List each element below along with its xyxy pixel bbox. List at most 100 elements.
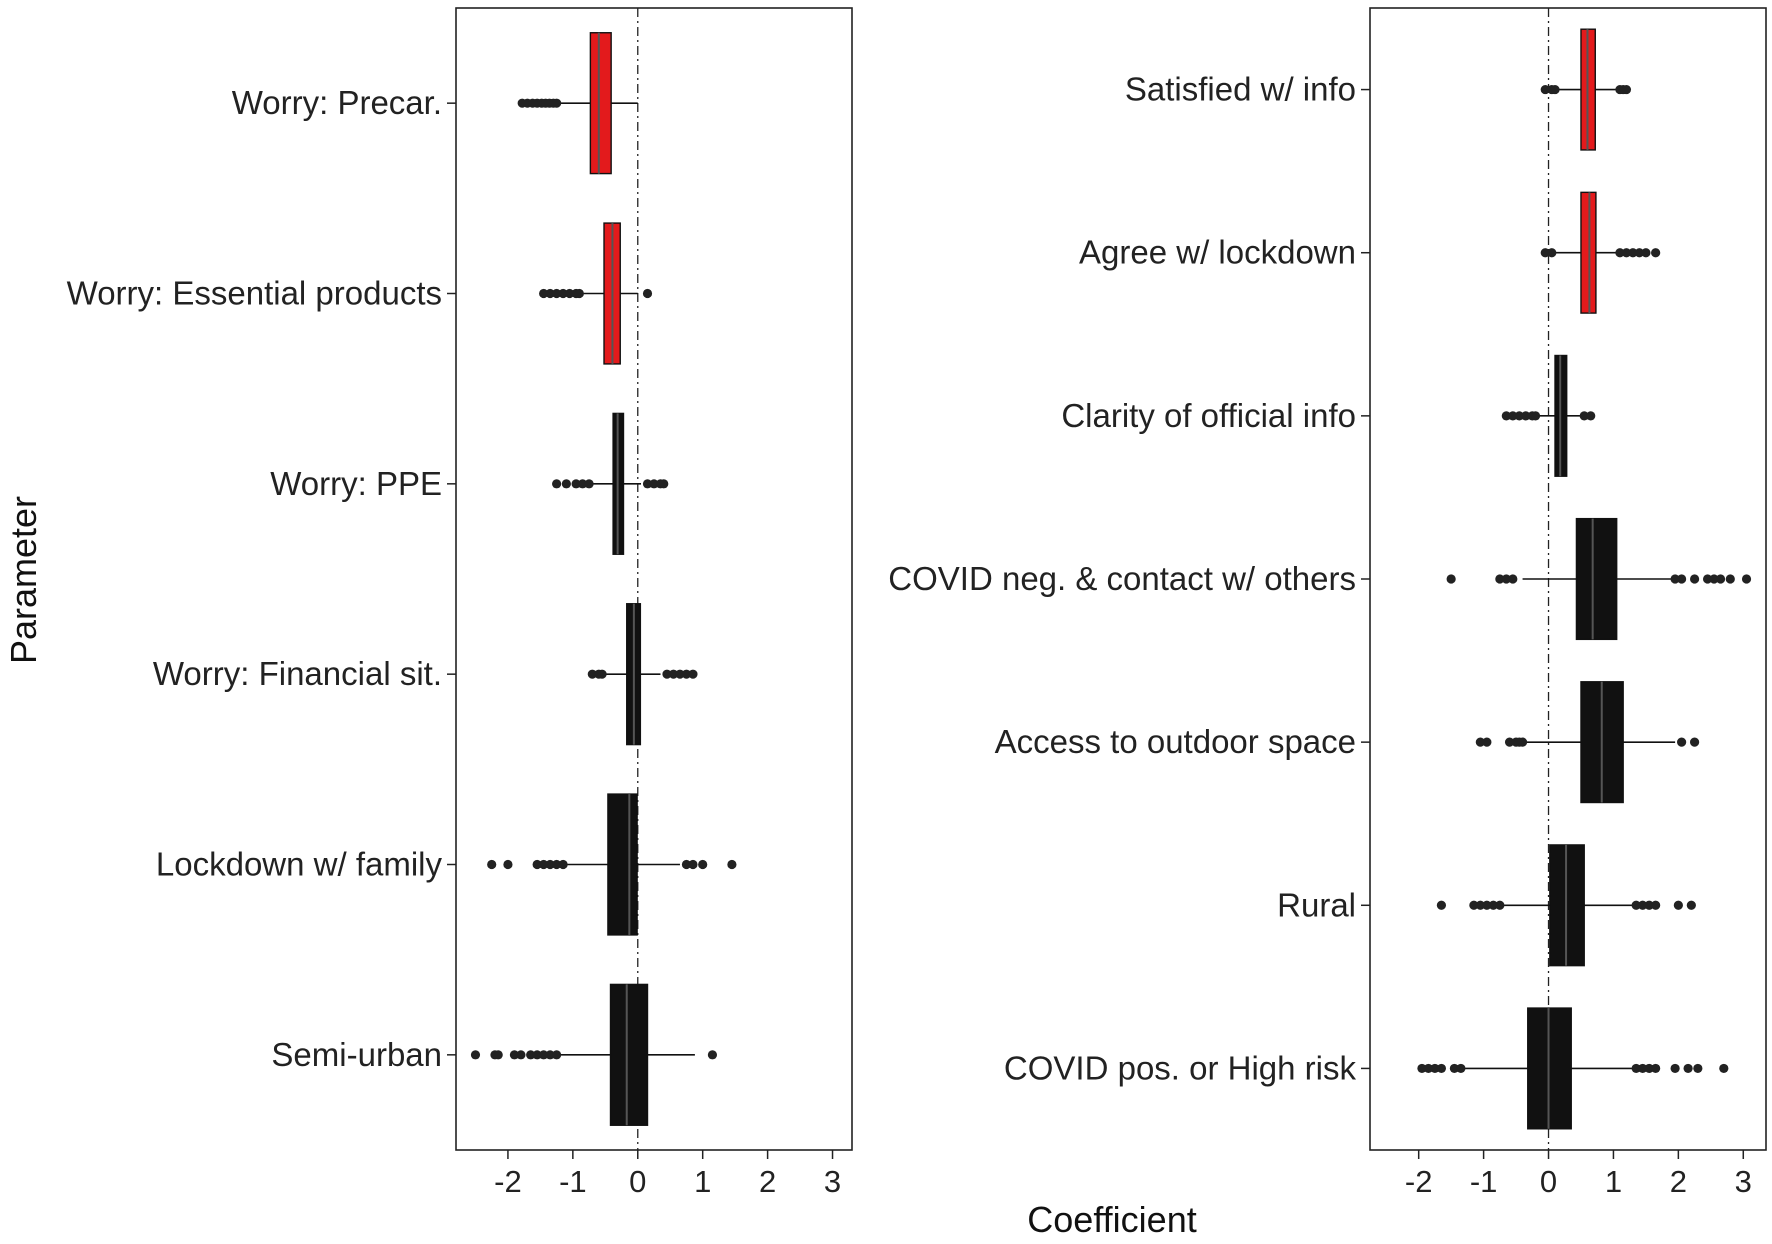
outlier-point [675, 669, 685, 679]
outlier-point [688, 859, 698, 870]
outlier-point [493, 1050, 503, 1060]
outlier-point [1634, 248, 1645, 258]
y-axis-title: Parameter [3, 496, 44, 664]
outlier-point [584, 479, 594, 489]
x-tick-label: 0 [1540, 1164, 1557, 1199]
outlier-point [552, 479, 562, 489]
category-label: Worry: Precar. [232, 84, 442, 121]
outlier-point [597, 669, 607, 679]
outlier-point [1501, 574, 1511, 584]
category-label: Worry: Financial sit. [153, 655, 442, 692]
outlier-point [552, 288, 562, 299]
box [1575, 517, 1618, 641]
outlier-point [1689, 574, 1700, 584]
outlier-point [1501, 411, 1511, 421]
outlier-point [1475, 900, 1485, 910]
outlier-point [649, 479, 659, 489]
x-tick-label: 1 [1605, 1164, 1622, 1199]
outlier-point [662, 669, 672, 679]
x-axis-title: Coefficient [1027, 1199, 1196, 1240]
outlier-point [1715, 574, 1726, 584]
outlier-point [1677, 574, 1687, 584]
outlier-point [539, 859, 549, 870]
outlier-point [1436, 900, 1447, 910]
outlier-point [1550, 84, 1560, 95]
outlier-point [539, 288, 549, 299]
outlier-point [1628, 248, 1638, 258]
left-panel: -2 -1 0 1 2 3 Worry: Precar. Worry: Essential p… [67, 7, 853, 1199]
outlier-point [552, 98, 562, 108]
outlier-point [1488, 900, 1498, 910]
outlier-point [1651, 900, 1661, 910]
outlier-point [1621, 248, 1632, 258]
outlier-point [545, 859, 555, 870]
outlier-point [1631, 1063, 1641, 1074]
outlier-point [574, 288, 584, 299]
outlier-point [1514, 411, 1524, 421]
outlier-point [642, 479, 653, 489]
outlier-point [1521, 411, 1531, 421]
x-tick-label: 3 [1735, 1164, 1752, 1199]
outlier-point [552, 859, 562, 870]
outlier-point [1423, 1063, 1434, 1074]
outlier-point [1482, 737, 1492, 747]
outlier-point [1644, 1063, 1654, 1074]
outlier-point [1475, 737, 1485, 747]
outlier-point [1456, 1063, 1466, 1074]
outlier-point [1449, 1063, 1459, 1074]
box [589, 32, 612, 175]
outlier-point [1469, 900, 1479, 910]
outlier-point [1436, 1063, 1447, 1074]
x-tick-label: 3 [824, 1164, 841, 1199]
outlier-point [571, 479, 581, 489]
outlier-point [659, 479, 669, 489]
outlier-point [1689, 737, 1700, 747]
outlier-point [565, 288, 575, 299]
outlier-point [1631, 900, 1641, 910]
outlier-point [688, 669, 698, 679]
right-panel: -2 -1 0 1 2 3 Satisfied w/ info Agree w/ lockdo… [888, 7, 1767, 1199]
outlier-point [470, 1050, 481, 1060]
outlier-point [1504, 737, 1515, 747]
outlier-point [1446, 574, 1456, 584]
box [607, 793, 638, 936]
outlier-point [1644, 900, 1654, 910]
outlier-point [545, 288, 555, 299]
outlier-point [552, 1050, 562, 1060]
outlier-point [1430, 1063, 1440, 1074]
outlier-point [587, 669, 597, 679]
outlier-point [642, 288, 653, 299]
x-tick-label: 1 [694, 1164, 711, 1199]
category-label: Agree w/ lockdown [1079, 234, 1356, 271]
outlier-point [577, 479, 588, 489]
x-tick-label: -2 [1405, 1164, 1433, 1199]
outlier-point [1686, 900, 1696, 910]
outlier-point [1621, 84, 1632, 95]
outlier-point [1725, 574, 1735, 584]
outlier-point [1741, 574, 1752, 584]
outlier-point [526, 1050, 536, 1060]
outlier-point [1508, 574, 1518, 584]
outlier-point [707, 1050, 718, 1060]
outlier-point [503, 859, 513, 870]
outlier-point [545, 1050, 555, 1060]
category-label: COVID neg. & contact w/ others [888, 560, 1356, 597]
outlier-point [1495, 574, 1505, 584]
category-label: Worry: PPE [270, 465, 442, 502]
outlier-point [558, 288, 568, 299]
outlier-point [1482, 900, 1492, 910]
outlier-point [1540, 84, 1550, 95]
x-tick-label: -1 [559, 1164, 587, 1199]
outlier-point [539, 1050, 549, 1060]
outlier-point [681, 859, 692, 870]
category-label: Access to outdoor space [995, 723, 1356, 760]
category-label: Worry: Essential products [67, 275, 442, 312]
outlier-point [1677, 737, 1687, 747]
x-tick-label: -1 [1470, 1164, 1498, 1199]
outlier-point [1508, 411, 1518, 421]
outlier-point [1530, 411, 1541, 421]
outlier-point [1673, 900, 1683, 910]
outlier-point [509, 1050, 520, 1060]
outlier-point [1586, 411, 1596, 421]
outlier-point [1547, 248, 1557, 258]
